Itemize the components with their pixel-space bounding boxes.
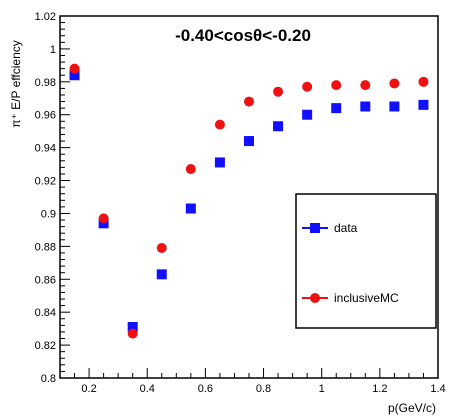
x-tick-label: 0.6 [198,383,213,395]
data-point-square [156,269,167,280]
mc-point-circle [214,119,225,130]
legend-marker [310,223,320,233]
x-axis-title: p(GeV/c) [388,401,436,415]
y-tick-label: 0.98 [35,77,56,89]
data-point-square [127,321,138,332]
y-tick-label: 0.9 [41,208,56,220]
y-tick-label: 0.86 [35,274,56,286]
y-tick-label: 0.84 [35,307,56,319]
x-tick-label: 0.8 [256,383,271,395]
x-tick-label: 1 [319,383,325,395]
x-tick-label: 1.2 [372,383,387,395]
legend-label: data [334,221,358,235]
data-point-square [418,99,429,110]
y-tick-label: 1.02 [35,11,56,23]
y-tick-label: 0.88 [35,241,56,253]
mc-point-circle [156,243,167,254]
y-tick-label: 0.8 [41,373,56,385]
mc-point-circle [418,76,429,87]
legend-box [295,193,437,329]
y-tick-label: 0.96 [35,110,56,122]
data-point-square [273,121,284,132]
data-point-square [360,101,371,112]
mc-point-circle [69,63,80,74]
data-point-square [214,157,225,168]
ticks: 0.8 0.82 0.84 0.86 0.88 0.9 0.92 0.94 0.96 0.98 1 1… [35,11,446,395]
mc-point-circle [185,164,196,175]
y-tick-label: 1 [50,44,56,56]
data-point-square [244,136,254,147]
markers [69,63,429,339]
chart-title: -0.40<cosθ<-0.20 [175,26,311,45]
legend: data inclusiveMC [295,193,437,329]
x-tick-label: 0.2 [81,383,96,395]
mc-point-circle [389,78,400,89]
mc-point-circle [273,86,284,97]
mc-point-circle [331,80,342,91]
y-tick-label: 0.92 [35,176,56,188]
mc-point-circle [244,96,254,107]
data-point-square [69,70,80,81]
legend-label: inclusiveMC [334,291,399,305]
mc-point-circle [98,213,109,224]
data-point-square [389,101,400,112]
legend-marker [310,293,320,303]
y-axis-title: π⁺ E/P effciency [9,40,23,128]
mc-point-circle [360,80,371,91]
data-point-square [185,203,196,214]
y-tick-label: 0.82 [35,340,56,352]
y-tick-label: 0.94 [35,143,56,155]
mc-point-circle [302,81,313,92]
x-tick-label: 0.4 [140,383,155,395]
data-point-square [302,109,313,120]
x-tick-label: 1.4 [430,383,445,395]
data-point-square [331,103,342,114]
mc-point-circle [127,328,138,339]
